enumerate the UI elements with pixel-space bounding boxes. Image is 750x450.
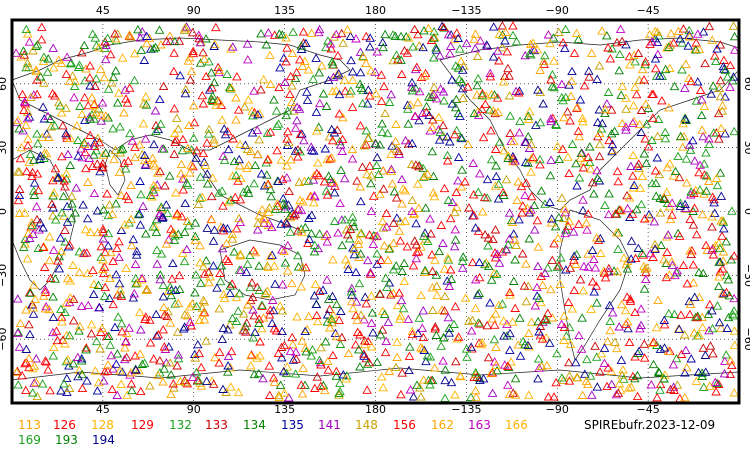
- map-frame: [10, 18, 741, 405]
- lon-tick-top: −45: [637, 4, 660, 17]
- lat-tick-right: −60: [742, 328, 750, 351]
- india-coast: [104, 149, 126, 196]
- lon-tick-bottom: −90: [546, 403, 569, 416]
- lat-tick-right: −30: [742, 264, 750, 287]
- lon-tick-top: 45: [96, 4, 110, 17]
- lat-tick-right: 60: [742, 77, 750, 91]
- lon-tick-bottom: 45: [96, 403, 110, 416]
- observation-markers: [11, 21, 740, 403]
- lat-tick-left: 60: [0, 77, 9, 91]
- tick-labels: 45 45 90 90 135 135 180 180 −135 −135 −90 −90 −45 −45…: [0, 4, 750, 416]
- lon-tick-bottom: −135: [451, 403, 481, 416]
- lon-tick-bottom: −45: [637, 403, 660, 416]
- lat-tick-right: 0: [742, 208, 750, 215]
- lon-tick-bottom: 90: [187, 403, 201, 416]
- lon-tick-top: 90: [187, 4, 201, 17]
- lat-tick-left: 30: [0, 141, 9, 155]
- lon-tick-top: −90: [546, 4, 569, 17]
- africa-coast: [11, 149, 76, 291]
- lon-tick-bottom: 135: [274, 403, 295, 416]
- lat-tick-left: 0: [0, 208, 9, 215]
- lat-tick-left: −30: [0, 264, 9, 287]
- lat-tick-right: 30: [742, 141, 750, 155]
- lon-tick-bottom: 180: [365, 403, 386, 416]
- lat-tick-left: −60: [0, 328, 9, 351]
- lon-tick-top: 180: [365, 4, 386, 17]
- lon-tick-top: 135: [274, 4, 295, 17]
- lon-tick-top: −135: [451, 4, 481, 17]
